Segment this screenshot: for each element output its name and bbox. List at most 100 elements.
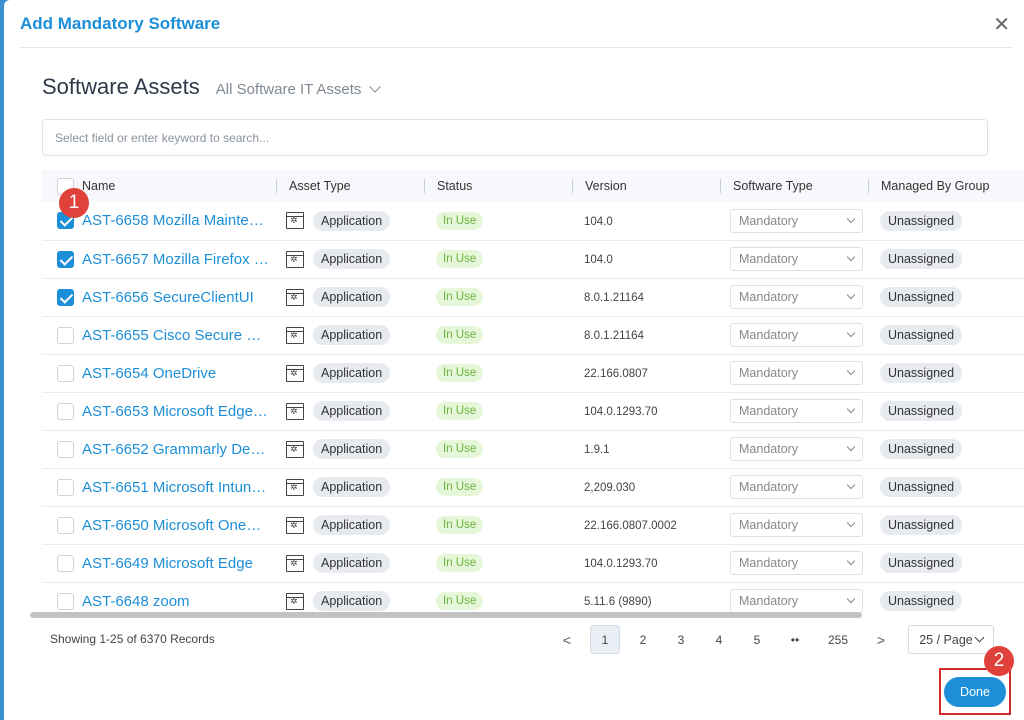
column-header-name[interactable]: Name: [82, 170, 276, 202]
version-cell: 22.166.0807: [572, 354, 720, 393]
software-type-dropdown[interactable]: Mandatory: [730, 551, 863, 575]
page-ellipsis-button[interactable]: ••: [790, 632, 800, 647]
column-label: Managed By Group: [868, 179, 989, 193]
status-badge: In Use: [436, 592, 484, 610]
column-header-version[interactable]: Version: [572, 170, 720, 202]
row-checkbox[interactable]: [57, 478, 74, 496]
asset-name-link[interactable]: AST-6652 Grammarly Desktop: [82, 440, 272, 458]
row-checkbox[interactable]: [57, 440, 74, 458]
software-type-dropdown[interactable]: Mandatory: [730, 589, 863, 613]
asset-name-link[interactable]: AST-6655 Cisco Secure Client: [82, 326, 272, 344]
page-3-button[interactable]: 3: [677, 632, 685, 647]
table-row[interactable]: AST-6652 Grammarly Desktop Application In …: [42, 430, 1024, 469]
status-badge: In Use: [436, 211, 484, 230]
table-row[interactable]: AST-6651 Microsoft Intune Management Ext…: [42, 468, 1024, 507]
next-page-button[interactable]: >: [876, 631, 886, 648]
name-cell: AST-6649 Microsoft Edge: [82, 544, 276, 583]
version-cell: 8.0.1.21164: [572, 278, 720, 317]
software-type-dropdown[interactable]: Mandatory: [730, 323, 863, 347]
asset-name-link[interactable]: AST-6653 Microsoft Edge Update: [82, 402, 272, 420]
software-type-dropdown[interactable]: Mandatory: [730, 208, 863, 233]
status-badge: In Use: [436, 364, 484, 382]
managed-by-group-cell: Unassigned: [868, 582, 1024, 616]
row-select-cell: [42, 354, 82, 393]
table-row[interactable]: AST-6648 zoom Application In Use 5.11.6 (98…: [42, 582, 1024, 616]
page-size-dropdown[interactable]: 25 / Page: [908, 625, 994, 654]
version-cell: 104.0.1293.70: [572, 392, 720, 431]
table-row[interactable]: AST-6656 SecureClientUI Application In Use…: [42, 278, 1024, 317]
asset-type-badge: Application: [313, 325, 391, 345]
page-255-button[interactable]: 255: [827, 632, 849, 647]
search-input[interactable]: [42, 119, 988, 156]
table-row[interactable]: AST-6658 Mozilla Maintenance Service Appl…: [42, 202, 1024, 241]
row-checkbox[interactable]: [57, 250, 74, 268]
asset-type-badge: Application: [313, 287, 391, 307]
column-label: Asset Type: [276, 179, 351, 193]
row-checkbox[interactable]: [57, 326, 74, 344]
asset-name-link[interactable]: AST-6650 Microsoft OneDrive: [82, 516, 272, 534]
add-mandatory-software-modal: Add Mandatory Software ✕ Software Assets…: [4, 0, 1024, 720]
software-type-dropdown[interactable]: Mandatory: [730, 437, 863, 461]
section-title: Software Assets: [42, 74, 200, 99]
group-badge: Unassigned: [880, 287, 963, 307]
application-icon: [286, 402, 304, 420]
managed-by-group-cell: Unassigned: [868, 544, 1024, 583]
software-type-dropdown[interactable]: Mandatory: [730, 399, 863, 423]
done-highlight-frame: [939, 668, 1011, 715]
table-row[interactable]: AST-6649 Microsoft Edge Application In Use…: [42, 544, 1024, 583]
status-badge: In Use: [436, 440, 484, 458]
application-icon: [286, 440, 304, 458]
row-checkbox[interactable]: [57, 592, 74, 610]
application-icon: [286, 516, 304, 534]
asset-name-link[interactable]: AST-6651 Microsoft Intune Management Ext…: [82, 478, 272, 496]
software-type-dropdown[interactable]: Mandatory: [730, 475, 863, 499]
software-type-value: Mandatory: [739, 290, 799, 304]
row-checkbox[interactable]: [57, 554, 74, 572]
application-icon: [286, 326, 304, 344]
row-checkbox[interactable]: [57, 364, 74, 382]
done-button[interactable]: Done: [944, 677, 1006, 707]
managed-by-group-cell: Unassigned: [868, 202, 1024, 241]
chevron-down-icon: [846, 442, 856, 452]
application-icon: [286, 554, 304, 572]
page-5-button[interactable]: 5: [753, 632, 761, 647]
page-1-button[interactable]: 1: [590, 625, 620, 654]
table-row[interactable]: AST-6654 OneDrive Application In Use 22.166…: [42, 354, 1024, 393]
row-checkbox[interactable]: [57, 516, 74, 534]
asset-name-link[interactable]: AST-6658 Mozilla Maintenance Service: [82, 212, 272, 230]
table-row[interactable]: AST-6655 Cisco Secure Client Application I…: [42, 316, 1024, 355]
status-cell: In Use: [424, 202, 572, 241]
table-row[interactable]: AST-6657 Mozilla Firefox (x64 en-US) Appl…: [42, 240, 1024, 279]
managed-by-group-cell: Unassigned: [868, 506, 1024, 545]
asset-name-link[interactable]: AST-6649 Microsoft Edge: [82, 554, 253, 572]
page-2-button[interactable]: 2: [639, 632, 647, 647]
row-checkbox[interactable]: [57, 402, 74, 420]
group-badge: Unassigned: [880, 249, 963, 269]
column-header-software-type[interactable]: Software Type: [720, 170, 868, 202]
asset-name-link[interactable]: AST-6657 Mozilla Firefox (x64 en-US): [82, 250, 272, 268]
column-header-asset-type[interactable]: Asset Type: [276, 170, 424, 202]
table-row[interactable]: AST-6650 Microsoft OneDrive Application In…: [42, 506, 1024, 545]
asset-filter-dropdown[interactable]: All Software IT Assets: [216, 80, 382, 98]
table-row[interactable]: AST-6653 Microsoft Edge Update Applicatio…: [42, 392, 1024, 431]
software-type-dropdown[interactable]: Mandatory: [730, 285, 863, 309]
horizontal-scrollbar[interactable]: [30, 612, 862, 618]
column-header-status[interactable]: Status: [424, 170, 572, 202]
column-header-managed-by-group[interactable]: Managed By Group: [868, 170, 1024, 202]
software-type-dropdown[interactable]: Mandatory: [730, 247, 863, 271]
software-type-value: Mandatory: [739, 213, 799, 228]
asset-type-badge: Application: [313, 515, 391, 535]
software-type-dropdown[interactable]: Mandatory: [730, 513, 863, 537]
status-badge: In Use: [436, 402, 484, 420]
asset-name-link[interactable]: AST-6648 zoom: [82, 592, 190, 610]
software-type-dropdown[interactable]: Mandatory: [730, 361, 863, 385]
asset-type-cell: Application: [276, 544, 424, 583]
asset-name-link[interactable]: AST-6656 SecureClientUI: [82, 288, 254, 306]
close-icon[interactable]: ✕: [993, 11, 1010, 36]
asset-name-link[interactable]: AST-6654 OneDrive: [82, 364, 217, 382]
prev-page-button[interactable]: <: [562, 631, 572, 648]
asset-type-cell: Application: [276, 202, 424, 241]
chevron-down-icon: [846, 252, 856, 262]
page-4-button[interactable]: 4: [715, 632, 723, 647]
row-checkbox[interactable]: [57, 288, 74, 306]
